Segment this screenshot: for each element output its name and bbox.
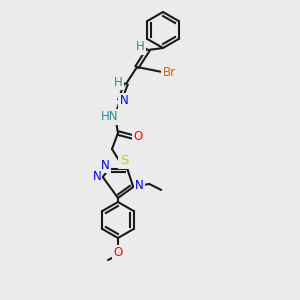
Text: H: H (114, 76, 122, 88)
Text: H: H (136, 40, 144, 53)
Text: HN: HN (101, 110, 119, 124)
Text: N: N (135, 179, 144, 192)
Text: N: N (101, 159, 110, 172)
Text: N: N (120, 94, 128, 107)
Text: Br: Br (162, 65, 176, 79)
Text: O: O (113, 247, 123, 260)
Text: S: S (120, 154, 128, 167)
Text: O: O (134, 130, 142, 143)
Text: N: N (92, 169, 101, 183)
